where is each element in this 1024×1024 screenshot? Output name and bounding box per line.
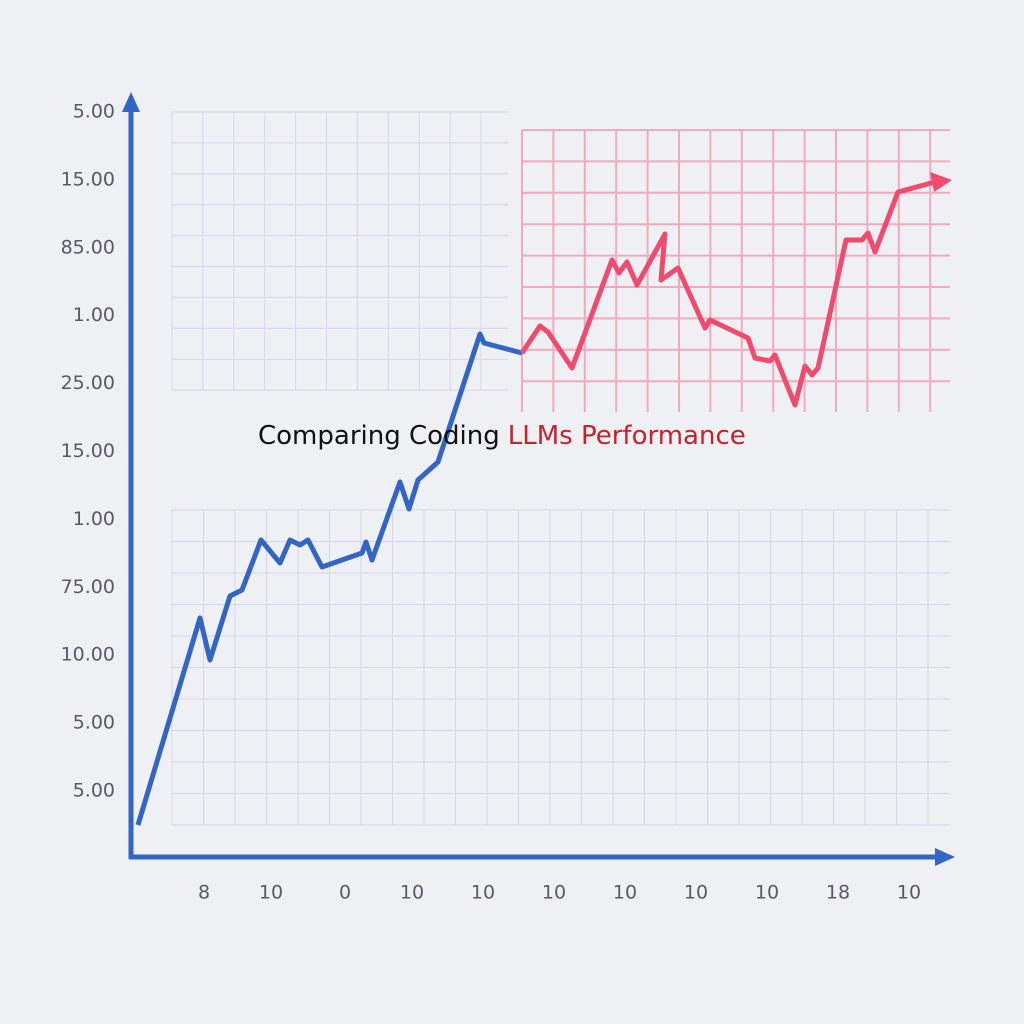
y-tick-label: 1.00	[73, 508, 115, 530]
title: Comparing Coding LLMs Performance	[258, 421, 746, 451]
x-tick-label: 18	[826, 882, 850, 904]
x-tick-label: 10	[684, 882, 708, 904]
y-tick-label: 15.00	[61, 168, 115, 190]
grids	[171, 111, 950, 826]
y-tick-label: 1.00	[73, 304, 115, 326]
x-arrowhead	[935, 848, 955, 866]
x-tick-label: 8	[198, 882, 210, 904]
y-tick-label: 85.00	[61, 236, 115, 258]
x-tick-label: 10	[542, 882, 566, 904]
x-tick-label: 10	[400, 882, 424, 904]
red-arrowhead	[930, 172, 952, 192]
x-tick-label: 10	[613, 882, 637, 904]
x-tick-label: 0	[339, 882, 351, 904]
y-tick-label: 75.00	[61, 576, 115, 598]
x-tick-label: 10	[897, 882, 921, 904]
y-tick-label: 5.00	[73, 101, 115, 123]
x-tick-label: 10	[755, 882, 779, 904]
y-tick-label: 15.00	[61, 440, 115, 462]
x-tick-label: 10	[259, 882, 283, 904]
y-tick-label: 25.00	[61, 372, 115, 394]
y-arrowhead	[122, 92, 140, 112]
red-line	[519, 179, 936, 408]
y-tick-label: 5.00	[73, 712, 115, 734]
blue-line	[135, 331, 523, 826]
title-part: LLMs Performance	[508, 421, 746, 451]
title-part: Comparing Coding	[258, 421, 500, 451]
y-tick-label: 10.00	[61, 644, 115, 666]
x-tick-label: 10	[471, 882, 495, 904]
y-tick-label: 5.00	[73, 780, 115, 802]
